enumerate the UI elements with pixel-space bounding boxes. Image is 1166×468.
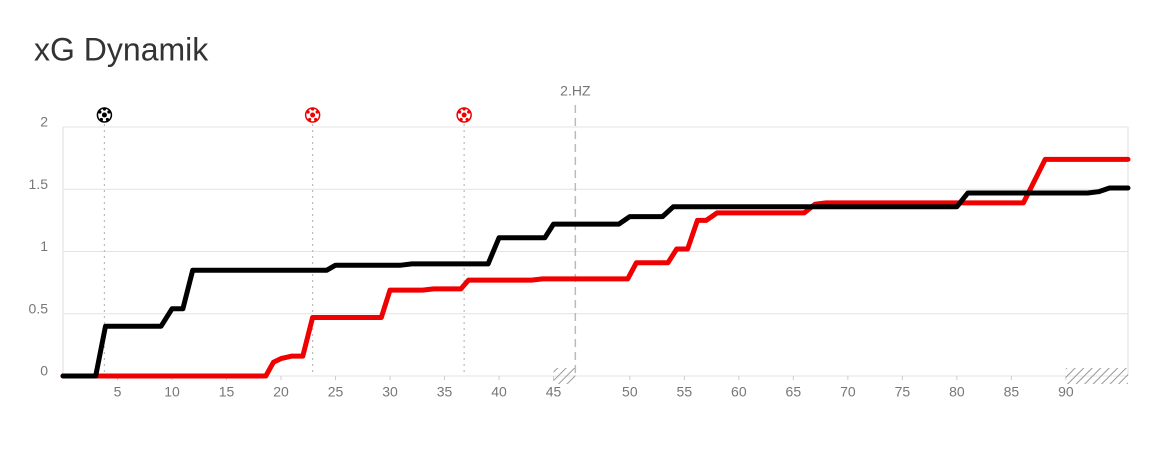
x-tick-label: 70 <box>840 384 856 400</box>
x-tick-label: 50 <box>622 384 638 400</box>
x-tick-label: 55 <box>677 384 693 400</box>
goal-icon-center <box>101 112 107 118</box>
x-tick-label: 10 <box>164 384 180 400</box>
goal-icon-patch <box>308 117 312 122</box>
x-tick-label: 90 <box>1058 384 1074 400</box>
goal-icon-patch <box>99 117 104 122</box>
goal-icon-patch <box>102 107 107 111</box>
goal-icon-patch <box>98 110 102 114</box>
y-tick-label: 1.5 <box>29 176 49 192</box>
x-tick-label: 25 <box>328 384 344 400</box>
x-tick-label: 75 <box>895 384 911 400</box>
y-tick-label: 0.5 <box>29 300 49 316</box>
x-tick-label: 15 <box>219 384 235 400</box>
xg-line <box>60 185 1131 379</box>
y-tick-label: 1 <box>40 238 48 254</box>
goal-icon-patch <box>314 117 318 122</box>
x-tick-label: 45 <box>546 384 562 400</box>
x-tick-label: 40 <box>491 384 507 400</box>
goal-icon-patch <box>465 117 469 122</box>
x-tick-label: 20 <box>273 384 289 400</box>
x-tick-label: 65 <box>786 384 802 400</box>
goal-icon-patch <box>467 110 471 114</box>
halftime-label: 2.HZ <box>560 83 591 99</box>
x-tick-label: 35 <box>437 384 453 400</box>
chart-title: xG Dynamik <box>34 31 209 67</box>
stoppage-hatch <box>553 368 576 384</box>
goal-icon-patch <box>107 110 111 114</box>
x-tick-label: 85 <box>1004 384 1020 400</box>
goal-icon-patch <box>458 110 462 114</box>
goal-icon-patch <box>315 110 319 114</box>
goal-icon-patch <box>462 107 466 111</box>
y-tick-label: 0 <box>40 363 48 379</box>
x-tick-label: 80 <box>949 384 965 400</box>
x-tick-label: 5 <box>114 384 122 400</box>
stoppage-hatch <box>1065 368 1128 384</box>
goal-icon-patch <box>306 110 310 114</box>
goal-icon-patch <box>311 107 315 111</box>
x-tick-label: 30 <box>382 384 398 400</box>
x-tick-label: 60 <box>731 384 747 400</box>
goal-icon-center <box>310 112 316 118</box>
goal-icon-patch <box>459 117 463 122</box>
xg-line <box>60 156 1131 379</box>
goal-icon-patch <box>105 117 110 122</box>
y-tick-label: 2 <box>40 114 48 130</box>
goal-icon-center <box>461 112 467 118</box>
